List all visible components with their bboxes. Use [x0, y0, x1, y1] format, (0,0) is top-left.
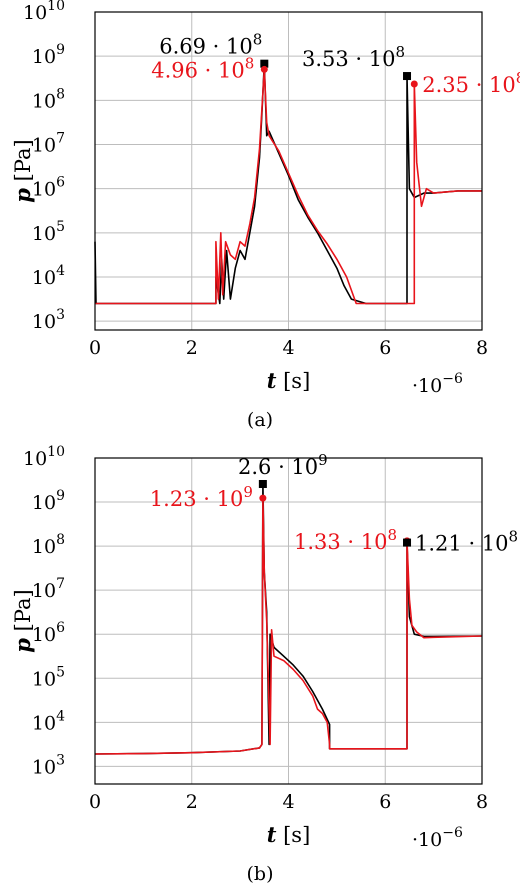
chart-panel-b: 0 2 4 6 8 103 104 105 106 107 108 109 1010 t [s] p [Pa…	[10, 444, 518, 885]
peak-value-label: 1.23 · 109	[150, 483, 253, 511]
x-axis-label: t [s]	[267, 822, 311, 847]
x-tick-label: 2	[186, 337, 198, 359]
y-tick-label: 105	[32, 664, 65, 690]
peak-marker-dot	[260, 65, 268, 73]
x-tick-label: 6	[379, 337, 391, 359]
y-tick-label: 109	[32, 42, 65, 68]
y-tick-label: 1010	[23, 444, 65, 470]
x-tick-label: 0	[89, 791, 101, 813]
y-tick-label: 107	[32, 576, 65, 602]
peak-marker-dot	[259, 494, 267, 502]
y-tick-label: 106	[32, 620, 65, 646]
peak-value-label: 6.69 · 108	[159, 31, 262, 59]
y-tick-label: 106	[32, 175, 65, 201]
peak-value-label: 3.53 · 108	[302, 43, 405, 71]
peak-marker-square	[403, 538, 412, 547]
peak-marker-square	[260, 59, 269, 68]
peak-marker-square	[258, 479, 267, 488]
y-tick-label: 105	[32, 219, 65, 245]
y-tick-label: 1010	[23, 0, 65, 24]
x-axis-multiplier: ·10−6	[412, 825, 463, 851]
y-tick-label: 103	[32, 307, 65, 333]
plot-frame	[94, 457, 483, 785]
x-tick-label: 2	[186, 791, 198, 813]
x-tick-label: 6	[379, 791, 391, 813]
peak-value-label: 1.21 · 108	[415, 528, 518, 556]
peak-value-label: 2.6 · 109	[238, 451, 328, 479]
x-tick-label: 8	[476, 337, 488, 359]
peak-value-label: 4.96 · 108	[151, 54, 254, 82]
y-tick-label: 109	[32, 488, 65, 514]
x-tick-label: 4	[282, 337, 294, 359]
peak-marker-dot	[410, 80, 418, 88]
y-tick-label: 108	[32, 532, 65, 558]
x-axis-multiplier: ·10−6	[412, 371, 463, 397]
y-tick-label: 108	[32, 86, 65, 112]
series-line-red	[94, 497, 483, 755]
peak-marker-square	[403, 72, 412, 81]
plot-frame	[94, 11, 483, 331]
series-line-red	[95, 68, 482, 305]
y-tick-label: 104	[32, 263, 65, 289]
peak-value-label: 2.35 · 108	[422, 69, 520, 97]
panel-caption: (a)	[247, 409, 273, 431]
y-tick-label: 103	[32, 752, 65, 778]
y-tick-label: 107	[32, 131, 65, 157]
chart-panel-a: 0 2 4 6 8 103 104 105 106 107 108 109 1010 t [s] p [Pa…	[10, 0, 520, 431]
y-tick-label: 104	[32, 708, 65, 734]
peak-value-label: 1.33 · 108	[294, 526, 397, 554]
y-axis-label: p [Pa]	[10, 139, 35, 202]
x-axis-label: t [s]	[267, 368, 311, 393]
x-tick-label: 8	[476, 791, 488, 813]
x-tick-label: 0	[89, 337, 101, 359]
x-tick-label: 4	[282, 791, 294, 813]
y-axis-label: p [Pa]	[10, 589, 35, 652]
panel-caption: (b)	[247, 863, 274, 885]
